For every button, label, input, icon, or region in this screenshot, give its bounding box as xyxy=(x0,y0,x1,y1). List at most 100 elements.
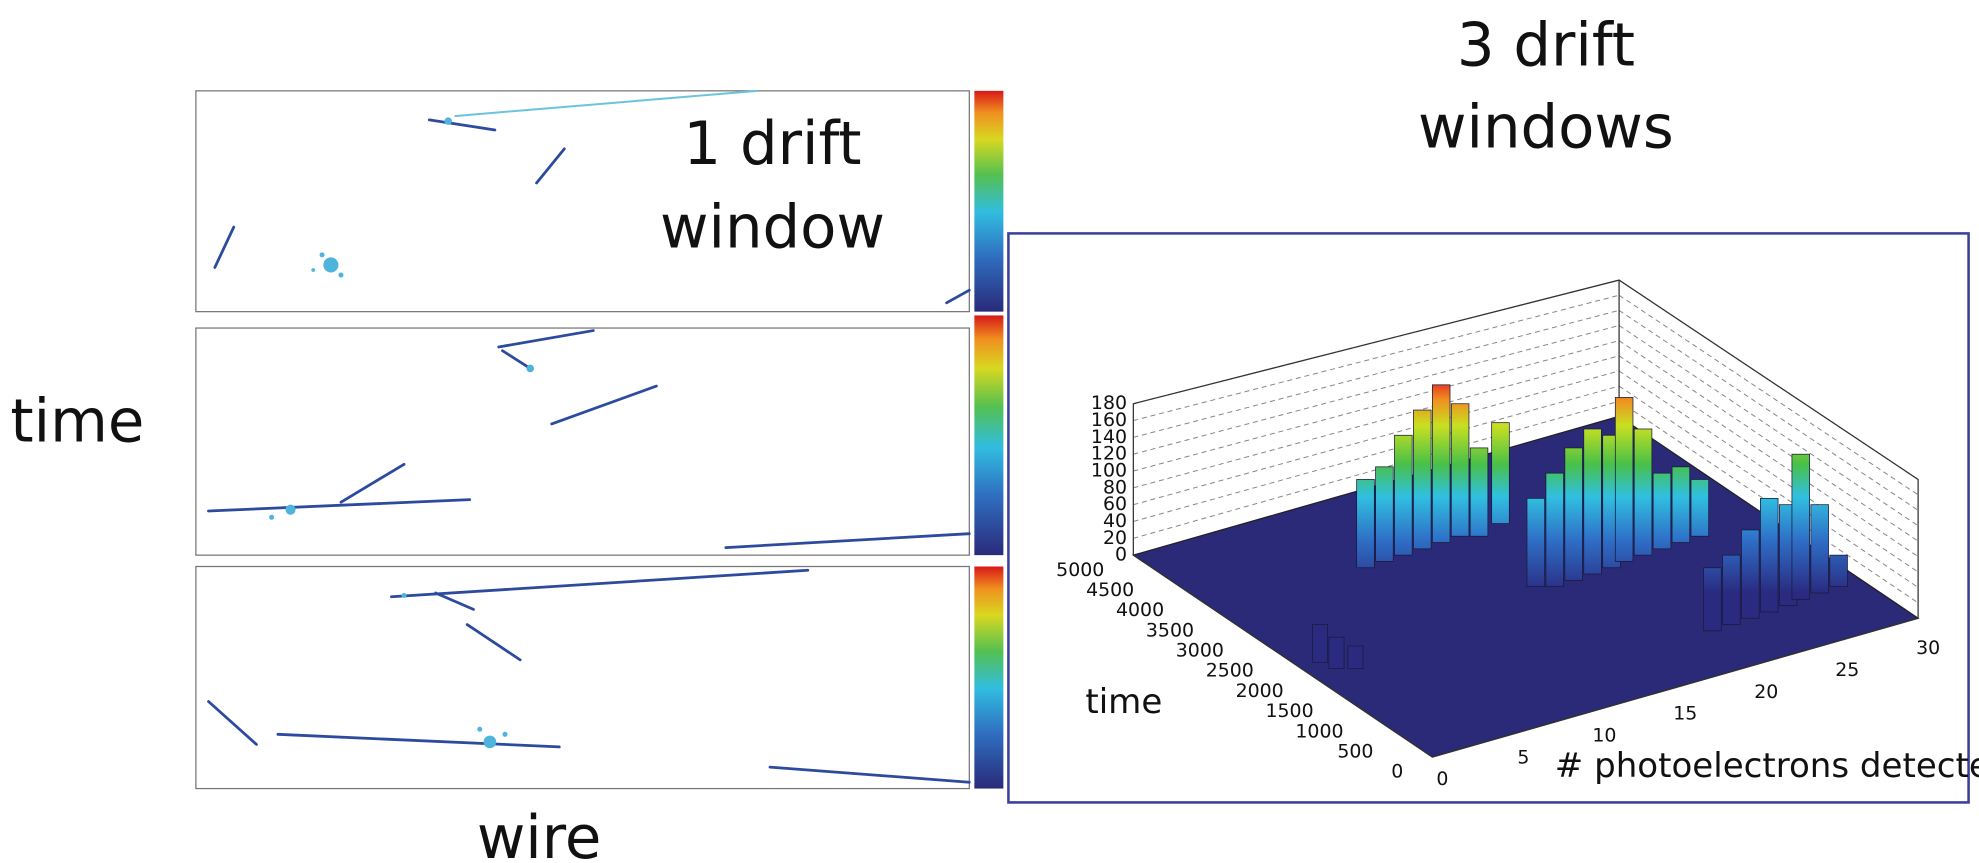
track xyxy=(497,329,595,349)
hit xyxy=(477,726,483,732)
color-bar xyxy=(974,566,1004,789)
axis-line xyxy=(1132,554,1433,758)
hit xyxy=(526,364,535,373)
bar xyxy=(1652,472,1672,550)
time-tick-label: 1500 xyxy=(1266,700,1314,722)
axis-label: time xyxy=(10,387,144,456)
time-tick-label: 4000 xyxy=(1116,599,1164,621)
time-tick-label: 2000 xyxy=(1236,680,1284,702)
color-bar xyxy=(974,90,1004,312)
axis-label: time xyxy=(1085,682,1162,722)
grid-line xyxy=(1133,340,1620,472)
hit xyxy=(502,731,508,737)
title-line: 1 drift xyxy=(683,109,861,178)
bar xyxy=(1690,479,1710,537)
grid-line xyxy=(1618,325,1919,527)
grid-line xyxy=(1133,325,1620,455)
z-tick-label: 140 xyxy=(1091,426,1127,448)
hit xyxy=(444,117,453,125)
bar xyxy=(1760,497,1779,613)
hit xyxy=(338,272,344,278)
color-bar xyxy=(974,315,1004,556)
grid-line xyxy=(1133,385,1620,522)
track xyxy=(454,89,758,118)
grid-line xyxy=(1618,370,1919,573)
event-displays xyxy=(195,89,1004,790)
track xyxy=(207,498,472,513)
bar xyxy=(1450,403,1470,537)
track xyxy=(213,225,236,269)
axis-line xyxy=(1432,617,1919,758)
axis-label: # photoelectrons detected xyxy=(1555,746,1979,786)
bar xyxy=(1671,466,1691,543)
bar xyxy=(1583,428,1602,575)
x-tick-label: 15 xyxy=(1673,703,1697,725)
grid-line xyxy=(1618,294,1919,496)
z-tick-label: 120 xyxy=(1091,443,1127,465)
tick-labels: 0204060801001201401601800500100015002000… xyxy=(1056,392,1940,790)
bar xyxy=(1526,497,1546,588)
hit xyxy=(285,504,296,515)
track xyxy=(535,147,566,185)
bar xyxy=(1312,624,1329,663)
bar xyxy=(1633,428,1653,556)
time-tick-label: 4500 xyxy=(1086,579,1134,601)
bar xyxy=(1375,466,1394,562)
track xyxy=(768,765,971,784)
bar xyxy=(1614,397,1634,562)
z-tick-label: 160 xyxy=(1091,409,1127,431)
track xyxy=(427,118,497,132)
bar xyxy=(1469,447,1489,537)
time-tick-label: 2500 xyxy=(1206,660,1254,682)
bar xyxy=(1431,384,1451,543)
z-tick-label: 180 xyxy=(1091,392,1127,414)
title-line: windows xyxy=(1418,93,1674,162)
x-tick-label: 25 xyxy=(1835,659,1859,681)
title-line: window xyxy=(660,192,885,261)
grid-line xyxy=(1133,400,1620,539)
track xyxy=(207,700,258,746)
x-tick-label: 20 xyxy=(1754,681,1778,703)
bar xyxy=(1413,409,1432,550)
track xyxy=(501,349,532,370)
track xyxy=(550,384,658,426)
grid-line xyxy=(1618,385,1919,588)
z-tick-label: 20 xyxy=(1103,527,1127,549)
bars xyxy=(1312,384,1848,670)
z-tick-label: 100 xyxy=(1091,460,1127,482)
time-tick-label: 3500 xyxy=(1146,619,1194,641)
hit xyxy=(323,257,339,273)
grid-line xyxy=(1133,309,1620,438)
time-tick-label: 3000 xyxy=(1176,640,1224,662)
z-tick-label: 0 xyxy=(1115,544,1127,566)
track xyxy=(276,732,561,749)
bar xyxy=(1564,447,1583,581)
grid-line xyxy=(1618,355,1919,557)
bar xyxy=(1722,554,1741,625)
time-tick-label: 0 xyxy=(1391,761,1403,783)
bar xyxy=(1545,472,1564,588)
track xyxy=(945,288,971,305)
hit xyxy=(483,735,497,749)
z-tick-label: 40 xyxy=(1103,510,1127,532)
x-tick-label: 0 xyxy=(1436,768,1448,790)
grid-line xyxy=(1133,355,1620,489)
track xyxy=(465,623,522,662)
hit xyxy=(269,514,275,520)
panel xyxy=(195,565,970,790)
bar xyxy=(1810,504,1829,594)
z-tick-label: 60 xyxy=(1103,493,1127,515)
bar xyxy=(1347,645,1364,670)
bar xyxy=(1394,434,1413,556)
x-tick-label: 10 xyxy=(1592,724,1616,746)
track xyxy=(724,532,971,549)
track xyxy=(434,591,475,611)
time-tick-label: 1000 xyxy=(1295,720,1343,742)
axis-label: wire xyxy=(477,803,602,863)
bar xyxy=(1491,422,1510,524)
panel xyxy=(195,327,970,556)
grid-line xyxy=(1618,340,1919,542)
time-tick-label: 500 xyxy=(1337,740,1373,762)
z-tick-label: 80 xyxy=(1103,476,1127,498)
